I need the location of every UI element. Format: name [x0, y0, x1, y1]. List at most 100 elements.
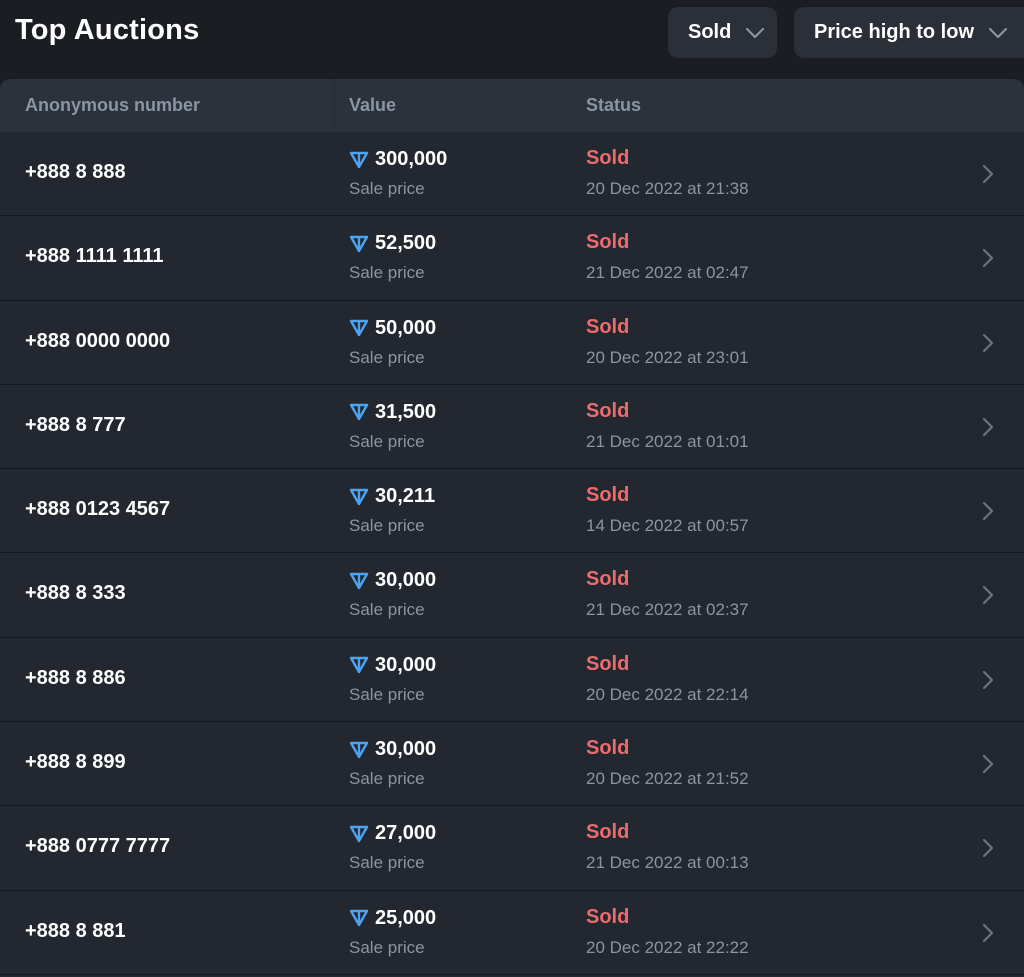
ton-icon: [349, 319, 369, 337]
auctions-table: Anonymous number Value Status +888 8 888…: [0, 79, 1024, 977]
ton-icon: [349, 572, 369, 590]
status-badge: Sold: [586, 484, 630, 507]
value-line: 300,000: [349, 148, 447, 171]
sale-price-label: Sale price: [349, 937, 425, 957]
anonymous-number: +888 8 777: [25, 413, 126, 436]
table-row[interactable]: +888 8 899 30,000 Sale price Sold 20 Dec…: [0, 722, 1024, 807]
sale-date: 14 Dec 2022 at 00:57: [586, 516, 749, 536]
anonymous-number: +888 8 881: [25, 919, 126, 942]
column-header-value[interactable]: Value: [349, 95, 397, 115]
status-badge: Sold: [586, 821, 630, 844]
status-badge: Sold: [586, 737, 630, 760]
status-badge: Sold: [586, 652, 630, 675]
anonymous-number: +888 8 888: [25, 161, 126, 183]
value-line: 31,500: [349, 401, 436, 424]
anonymous-number: +888 8 899: [25, 751, 126, 774]
sale-date: 20 Dec 2022 at 21:38: [586, 179, 749, 198]
sale-value: 52,500: [375, 232, 437, 255]
value-line: 30,000: [349, 738, 436, 761]
table-row[interactable]: +888 8 333 30,000 Sale price Sold 21 Dec…: [0, 553, 1024, 638]
chevron-right-icon[interactable]: [982, 248, 994, 268]
sale-price-label: Sale price: [349, 431, 425, 451]
table-header: Anonymous number Value Status: [0, 79, 1024, 132]
status-badge: Sold: [586, 568, 630, 591]
chevron-right-icon[interactable]: [982, 501, 994, 521]
column-divider: [334, 79, 335, 132]
sale-date: 20 Dec 2022 at 21:52: [586, 769, 749, 789]
sale-date: 20 Dec 2022 at 22:22: [586, 937, 749, 957]
ton-icon: [349, 151, 369, 168]
value-line: 52,500: [349, 232, 436, 255]
sale-price-label: Sale price: [349, 347, 425, 367]
sale-date: 21 Dec 2022 at 01:01: [586, 431, 749, 451]
status-badge: Sold: [586, 905, 630, 928]
table-body: +888 8 888 300,000 Sale price Sold 20 De…: [0, 132, 1024, 975]
value-line: 30,000: [349, 654, 436, 677]
chevron-right-icon[interactable]: [982, 754, 994, 774]
chevron-right-icon[interactable]: [982, 333, 994, 353]
ton-icon: [349, 404, 369, 421]
ton-icon: [349, 825, 369, 843]
table-row[interactable]: +888 0777 7777 27,000 Sale price Sold 21…: [0, 806, 1024, 891]
table-row[interactable]: +888 8 886 30,000 Sale price Sold 20 Dec…: [0, 638, 1024, 723]
chevron-down-icon: [988, 27, 1008, 38]
value-line: 30,211: [349, 485, 435, 508]
page-title: Top Auctions: [15, 14, 200, 46]
sale-price-label: Sale price: [349, 516, 425, 536]
sale-value: 300,000: [375, 148, 448, 170]
chevron-right-icon[interactable]: [982, 417, 994, 437]
status-filter-label: Sold: [688, 21, 732, 43]
sale-date: 21 Dec 2022 at 00:13: [586, 853, 749, 873]
value-line: 25,000: [349, 907, 436, 930]
status-badge: Sold: [586, 147, 630, 169]
column-header-status[interactable]: Status: [586, 95, 642, 115]
status-filter-dropdown[interactable]: Sold: [668, 7, 777, 58]
sale-value: 50,000: [375, 316, 437, 339]
value-line: 30,000: [349, 569, 436, 592]
sale-price-label: Sale price: [349, 684, 425, 704]
status-badge: Sold: [586, 231, 630, 254]
sale-price-label: Sale price: [349, 179, 425, 198]
anonymous-number: +888 8 886: [25, 666, 126, 689]
table-row[interactable]: +888 0123 4567 30,211 Sale price Sold 14…: [0, 469, 1024, 554]
sale-value: 30,211: [375, 485, 436, 508]
column-header-number[interactable]: Anonymous number: [25, 95, 201, 115]
sale-value: 27,000: [375, 822, 437, 845]
anonymous-number: +888 8 333: [25, 582, 126, 605]
ton-icon: [349, 741, 369, 758]
table-row[interactable]: +888 8 777 31,500 Sale price Sold 21 Dec…: [0, 385, 1024, 470]
value-line: 27,000: [349, 822, 436, 845]
ton-icon: [349, 657, 369, 674]
anonymous-number: +888 0777 7777: [25, 835, 171, 858]
sale-value: 30,000: [375, 569, 437, 592]
sale-date: 20 Dec 2022 at 23:01: [586, 347, 749, 367]
chevron-right-icon[interactable]: [982, 923, 994, 943]
sale-value: 25,000: [375, 906, 437, 929]
chevron-right-icon[interactable]: [982, 670, 994, 690]
table-row[interactable]: +888 0000 0000 50,000 Sale price Sold 20…: [0, 301, 1024, 385]
anonymous-number: +888 1111 1111: [25, 245, 164, 268]
sale-date: 21 Dec 2022 at 02:47: [586, 263, 749, 283]
chevron-right-icon[interactable]: [982, 585, 994, 605]
anonymous-number: +888 0000 0000: [25, 329, 171, 352]
anonymous-number: +888 0123 4567: [25, 498, 171, 521]
ton-icon: [349, 488, 369, 505]
table-row[interactable]: +888 8 888 300,000 Sale price Sold 20 De…: [0, 132, 1024, 217]
value-line: 50,000: [349, 317, 436, 340]
sale-price-label: Sale price: [349, 600, 425, 620]
top-bar: Top Auctions Sold Price high to low: [0, 0, 1024, 66]
chevron-right-icon[interactable]: [982, 838, 994, 858]
sale-date: 20 Dec 2022 at 22:14: [586, 684, 749, 704]
sale-date: 21 Dec 2022 at 02:37: [586, 600, 749, 620]
chevron-down-icon: [746, 27, 765, 38]
sale-price-label: Sale price: [349, 853, 425, 873]
sort-label: Price high to low: [814, 21, 975, 43]
sort-dropdown[interactable]: Price high to low: [794, 7, 1024, 58]
status-badge: Sold: [586, 315, 630, 338]
chevron-right-icon[interactable]: [982, 164, 994, 184]
sale-value: 31,500: [375, 400, 437, 423]
table-row[interactable]: +888 1111 1111 52,500 Sale price Sold 21…: [0, 216, 1024, 301]
sale-value: 30,000: [375, 653, 437, 676]
status-badge: Sold: [586, 399, 630, 422]
table-row[interactable]: +888 8 881 25,000 Sale price Sold 20 Dec…: [0, 891, 1024, 975]
